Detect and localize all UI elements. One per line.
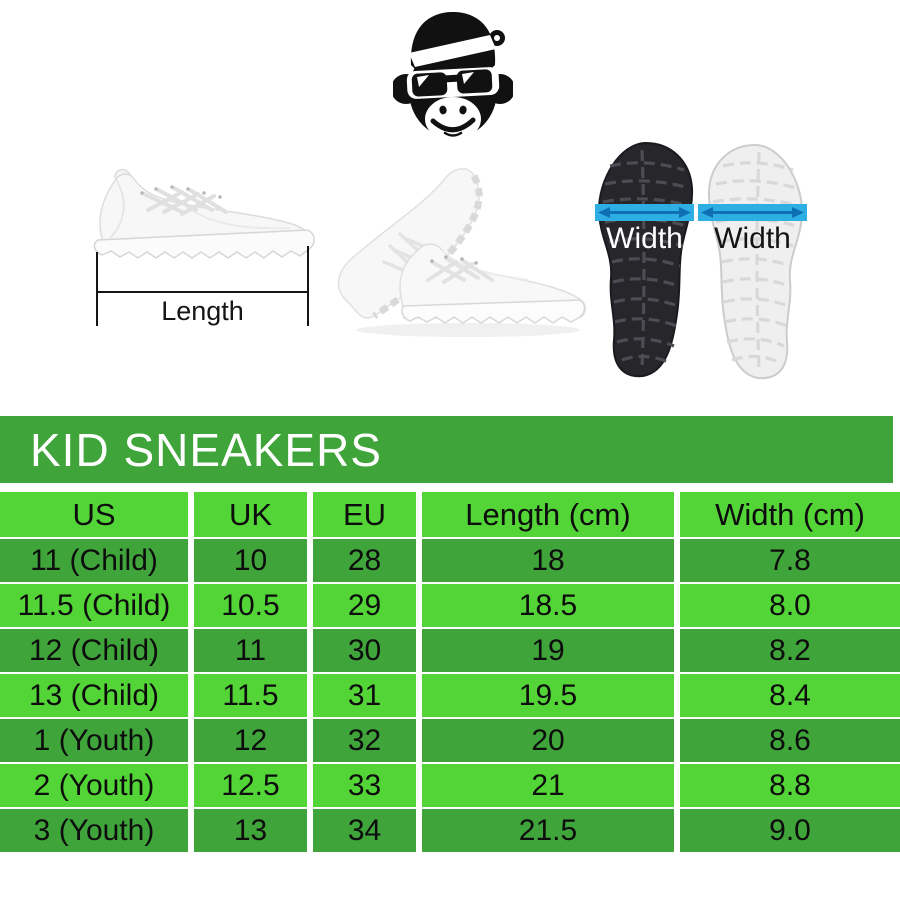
cell-uk: 11.5 xyxy=(194,674,307,717)
table-row: 13 (Child) 11.5 31 19.5 8.4 xyxy=(0,674,900,717)
table-row: 11 (Child) 10 28 18 7.8 xyxy=(0,539,900,582)
header-cell-uk: UK xyxy=(194,492,307,537)
cell-width: 9.0 xyxy=(680,809,900,852)
cell-eu: 34 xyxy=(313,809,416,852)
table-row: 3 (Youth) 13 34 21.5 9.0 xyxy=(0,809,900,852)
cell-us: 11.5 (Child) xyxy=(0,584,188,627)
cell-length: 21.5 xyxy=(422,809,674,852)
cell-width: 8.0 xyxy=(680,584,900,627)
cell-us: 1 (Youth) xyxy=(0,719,188,762)
length-bracket-left-tick xyxy=(96,252,98,326)
sole-pair-photo xyxy=(597,141,804,380)
cell-us: 12 (Child) xyxy=(0,629,188,672)
cell-eu: 30 xyxy=(313,629,416,672)
table-header-row: US UK EU Length (cm) Width (cm) xyxy=(0,492,900,537)
cell-eu: 32 xyxy=(313,719,416,762)
table-row: 1 (Youth) 12 32 20 8.6 xyxy=(0,719,900,762)
header-cell-length: Length (cm) xyxy=(422,492,674,537)
table-row: 12 (Child) 11 30 19 8.2 xyxy=(0,629,900,672)
cell-eu: 28 xyxy=(313,539,416,582)
header-cell-width: Width (cm) xyxy=(680,492,900,537)
cell-eu: 29 xyxy=(313,584,416,627)
cell-eu: 31 xyxy=(313,674,416,717)
cell-us: 3 (Youth) xyxy=(0,809,188,852)
width-measure-band-white-sole xyxy=(698,204,807,221)
width-label-black-sole: Width xyxy=(606,222,683,255)
cell-uk: 10.5 xyxy=(194,584,307,627)
cell-length: 20 xyxy=(422,719,674,762)
cell-uk: 12.5 xyxy=(194,764,307,807)
length-label: Length xyxy=(161,296,244,326)
length-bracket-right-tick xyxy=(307,246,309,326)
width-measure-band-black-sole xyxy=(595,204,694,221)
cell-uk: 13 xyxy=(194,809,307,852)
cell-us: 2 (Youth) xyxy=(0,764,188,807)
cell-us: 11 (Child) xyxy=(0,539,188,582)
cell-width: 8.6 xyxy=(680,719,900,762)
double-arrow-icon xyxy=(701,207,804,218)
cell-eu: 33 xyxy=(313,764,416,807)
cell-length: 19.5 xyxy=(422,674,674,717)
cell-length: 18.5 xyxy=(422,584,674,627)
header-cell-us: US xyxy=(0,492,188,537)
sneaker-pair-photo xyxy=(337,168,586,337)
cell-width: 8.2 xyxy=(680,629,900,672)
table-row: 11.5 (Child) 10.5 29 18.5 8.0 xyxy=(0,584,900,627)
cell-uk: 12 xyxy=(194,719,307,762)
cell-width: 8.4 xyxy=(680,674,900,717)
double-arrow-icon xyxy=(598,207,691,218)
cell-length: 18 xyxy=(422,539,674,582)
sneaker-side-view-photo xyxy=(93,168,315,259)
cell-width: 8.8 xyxy=(680,764,900,807)
width-label-white-sole: Width xyxy=(714,222,791,255)
cell-length: 21 xyxy=(422,764,674,807)
table-row: 2 (Youth) 12.5 33 21 8.8 xyxy=(0,764,900,807)
cell-width: 7.8 xyxy=(680,539,900,582)
table-title: KID SNEAKERS xyxy=(30,423,382,476)
header-cell-eu: EU xyxy=(313,492,416,537)
monkey-logo-icon xyxy=(393,12,513,141)
cell-uk: 11 xyxy=(194,629,307,672)
cell-uk: 10 xyxy=(194,539,307,582)
table-title-band: KID SNEAKERS xyxy=(0,416,893,483)
cell-length: 19 xyxy=(422,629,674,672)
size-table: KID SNEAKERS US UK EU Length (cm) Width … xyxy=(0,416,900,854)
cell-us: 13 (Child) xyxy=(0,674,188,717)
length-bracket-line xyxy=(96,291,309,293)
